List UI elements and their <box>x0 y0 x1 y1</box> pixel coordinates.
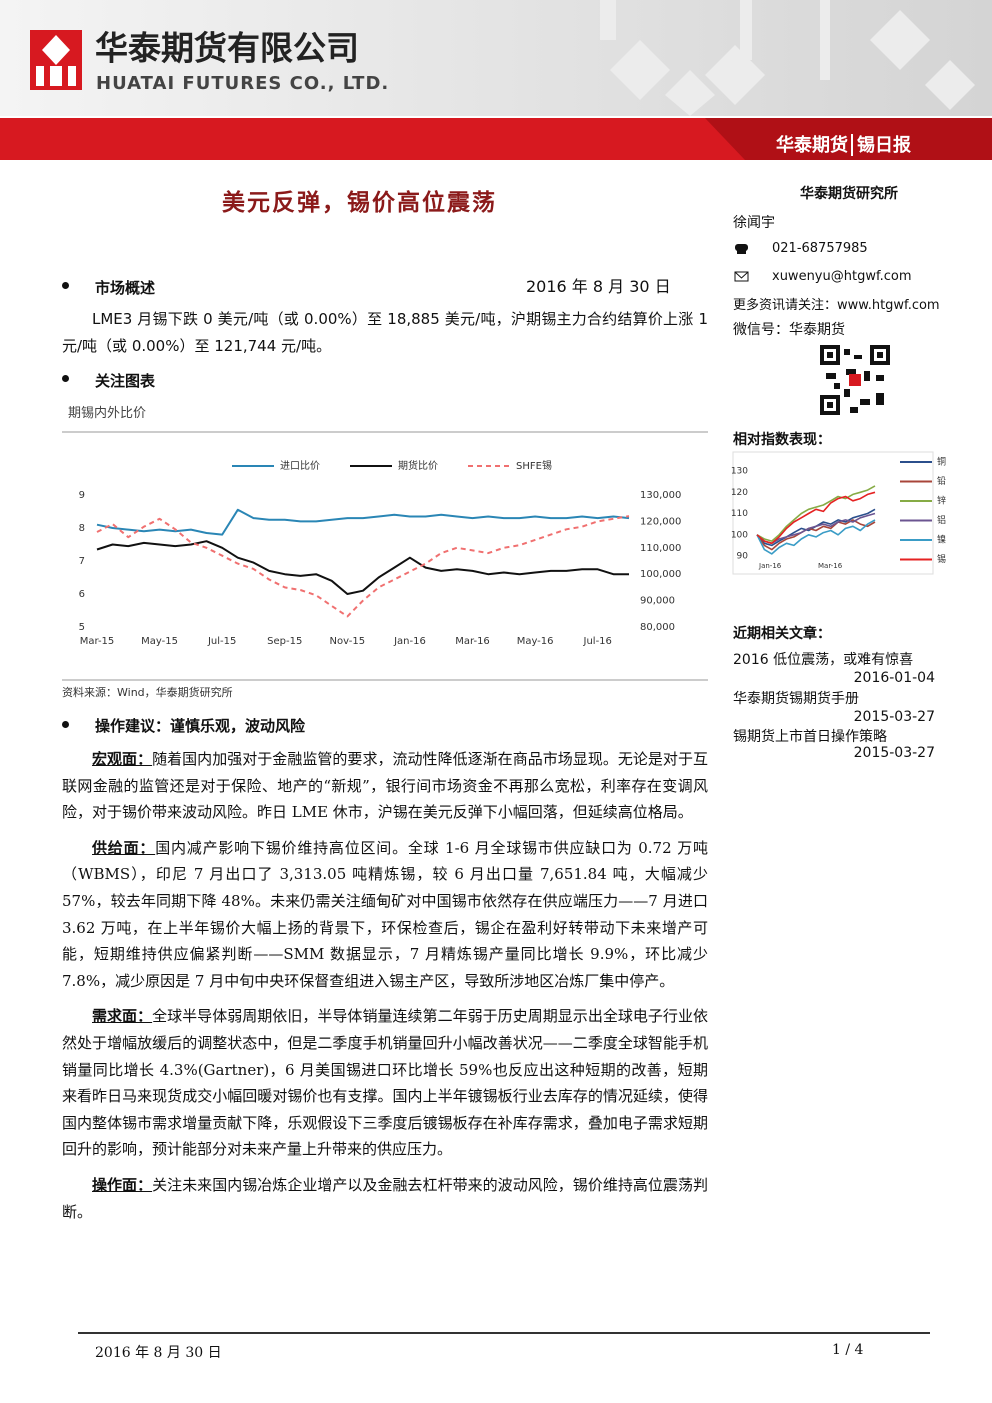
brand: 华泰期货 <box>776 134 848 156</box>
y-tick-label: 5 <box>79 622 85 633</box>
paragraph-lead: 操作面： <box>92 1175 153 1194</box>
paragraph-lead: 宏观面： <box>92 750 153 768</box>
x-tick-label: Jul-15 <box>207 636 236 647</box>
institute: 华泰期货研究所 <box>800 186 898 202</box>
more-info: 更多资讯请关注：www.htgwf.com <box>733 298 940 313</box>
y2-tick-label: 90,000 <box>640 596 675 607</box>
paragraph-lead: 供给面： <box>92 838 156 857</box>
article-date: 2015-03-27 <box>853 745 935 761</box>
legend-label: 镍 <box>937 534 946 546</box>
chart-caption: 期锡内外比价 <box>68 406 147 421</box>
red-bar-tab <box>705 118 992 160</box>
y-tick-label: 7 <box>79 556 85 567</box>
section-heading: 市场概述 <box>95 279 156 297</box>
x-tick-label: Nov-15 <box>330 636 366 647</box>
y-tick-label: 90 <box>737 552 749 562</box>
x-tick-label: Sep-15 <box>267 636 302 647</box>
wechat: 微信号：华泰期货 <box>733 322 845 338</box>
legend-label: SHFE锡 <box>516 459 552 472</box>
index-title: 相对指数表现： <box>733 432 831 448</box>
email: xuwenyu@htgwf.com <box>772 269 912 284</box>
report-date: 2016 年 8 月 30 日 <box>526 277 671 296</box>
series-line <box>96 515 630 618</box>
footer-rule <box>78 1332 930 1334</box>
header-graphics: 华泰期货有限公司 HUATAI FUTURES CO., LTD. 华泰期货 锡… <box>0 0 992 160</box>
section-heading: 操作建议：谨慎乐观，波动风险 <box>95 717 306 735</box>
section-heading: 关注图表 <box>95 372 156 390</box>
report-name: 锡日报 <box>857 134 911 156</box>
page-number: 1 / 4 <box>832 1342 864 1358</box>
contact-icons <box>734 244 749 282</box>
bullet <box>62 375 69 382</box>
y-tick-label: 120 <box>731 488 748 498</box>
x-tick-label: Jan-16 <box>758 562 782 570</box>
qr-code <box>820 345 890 415</box>
company-en: HUATAI FUTURES CO., LTD. <box>96 73 389 94</box>
paragraph: 供给面：国内减产影响下锡价维持高位区间。全球 1-6 月全球锡市供应缺口为 0.… <box>62 835 708 995</box>
series-line <box>756 519 876 555</box>
analyst: 徐闻宇 <box>733 215 775 231</box>
article-title: 华泰期货锡期货手册 <box>733 691 859 707</box>
legend-label: 铅 <box>937 475 946 487</box>
y2-tick-label: 130,000 <box>640 490 681 501</box>
bullet <box>62 282 69 289</box>
legend-label: 锡 <box>937 554 946 565</box>
paragraph-text: 全球半导体弱周期依旧，半导体销量连续第二年弱于历史周期显示出全球电子行业依然处于… <box>62 1007 708 1159</box>
x-tick-label: Mar-16 <box>455 636 490 647</box>
article-date: 2016-01-04 <box>853 670 935 686</box>
logo <box>30 30 82 90</box>
legend-label: 进口比价 <box>280 460 320 472</box>
series-line <box>96 540 629 595</box>
chart-source: 资料来源：Wind，华泰期货研究所 <box>62 686 233 699</box>
y-tick-label: 100 <box>731 530 748 540</box>
paragraph: 宏观面：随着国内加强对于金融监管的要求，流动性降低逐渐在商品市场显现。无论是对于… <box>62 746 708 826</box>
paragraph-text: 随着国内加强对于金融监管的要求，流动性降低逐渐在商品市场显现。无论是对于互联网金… <box>62 750 708 822</box>
paragraph: 需求面：全球半导体弱周期依旧，半导体销量连续第二年弱于历史周期显示出全球电子行业… <box>62 1003 708 1163</box>
x-tick-label: May-15 <box>141 636 178 647</box>
report-title: 美元反弹，锡价高位震荡 <box>222 189 497 216</box>
article-date: 2015-03-27 <box>853 709 935 725</box>
index-chart-frame <box>732 451 934 575</box>
article-title: 锡期货上市首日操作策略 <box>733 729 887 745</box>
paragraph-text: 关注未来国内锡冶炼企业增产以及金融去杠杆带来的波动风险，锡价维持高位震荡判断。 <box>62 1175 708 1221</box>
legend-label: 铝 <box>937 514 946 526</box>
y-tick-label: 9 <box>79 490 85 501</box>
y2-tick-label: 120,000 <box>640 516 681 527</box>
article-title: 2016 低位震荡，或难有惊喜 <box>733 652 914 668</box>
paragraph: 操作面：关注未来国内锡冶炼企业增产以及金融去杠杆带来的波动风险，锡价维持高位震荡… <box>62 1172 708 1225</box>
y-tick-label: 110 <box>731 509 748 519</box>
series-line <box>756 485 876 542</box>
x-tick-label: Jan-16 <box>393 636 426 647</box>
charts: 5 6 7 8 9 80,000 90,000 100,000 110,000 120,000 13… <box>62 431 946 681</box>
legend-label: 锌 <box>937 495 946 507</box>
y2-tick-label: 110,000 <box>640 543 681 554</box>
legend-label: 铜 <box>937 456 946 468</box>
x-tick-label: May-16 <box>517 636 554 647</box>
header-ornament <box>600 0 975 116</box>
advice-text: 宏观面：随着国内加强对于金融监管的要求，流动性降低逐渐在商品市场显现。无论是对于… <box>62 746 708 1234</box>
x-tick-label: Mar-16 <box>818 562 843 570</box>
x-tick-label: Jul-16 <box>583 636 612 647</box>
paragraph: LME3 月锡下跌 0 美元/吨（或 0.00%）至 18,885 美元/吨，沪… <box>62 310 708 355</box>
x-tick-label: Mar-15 <box>80 636 115 647</box>
legend-label: 期货比价 <box>398 459 438 472</box>
y-tick-label: 8 <box>79 523 85 534</box>
paragraph-lead: 需求面： <box>92 1007 153 1026</box>
bullet <box>62 721 69 728</box>
y-tick-label: 6 <box>79 589 85 600</box>
y2-tick-label: 100,000 <box>640 569 681 580</box>
y2-tick-label: 80,000 <box>640 622 675 633</box>
series-line <box>96 508 630 536</box>
paragraph-text: 国内减产影响下锡价维持高位区间。全球 1-6 月全球锡市供应缺口为 0.72 万… <box>62 838 708 990</box>
articles-title: 近期相关文章： <box>733 626 831 642</box>
overview-text: LME3 月锡下跌 0 美元/吨（或 0.00%）至 18,885 美元/吨，沪… <box>62 306 708 368</box>
y-tick-label: 130 <box>731 467 748 477</box>
phone: 021-68757985 <box>772 241 868 256</box>
company-cn: 华泰期货有限公司 <box>95 29 359 68</box>
footer-date: 2016 年 8 月 30 日 <box>95 1345 222 1361</box>
series-line <box>756 491 876 545</box>
series-line <box>756 512 876 545</box>
